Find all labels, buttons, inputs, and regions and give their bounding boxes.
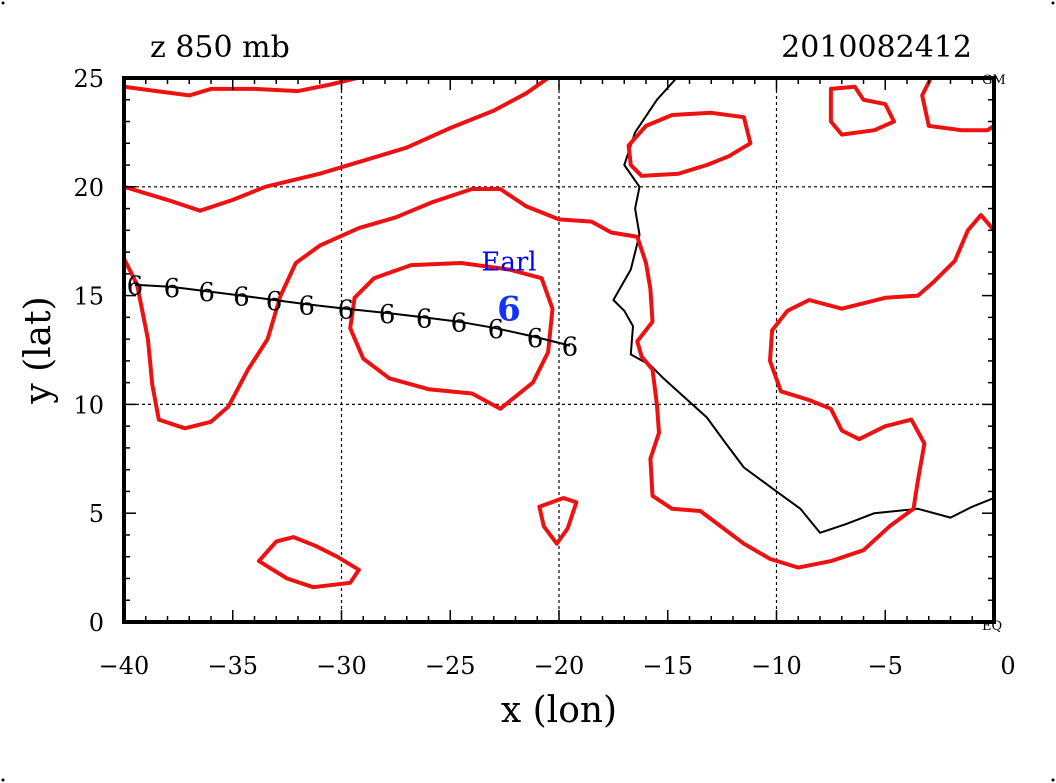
corner-label-top: GM bbox=[982, 73, 1006, 88]
x-tick-label: −15 bbox=[642, 652, 693, 680]
coastline-segment-0 bbox=[612, 77, 995, 534]
y-tick-label: 20 bbox=[73, 174, 104, 202]
track-point: 6 bbox=[164, 274, 181, 304]
track-line bbox=[134, 283, 571, 347]
x-tick-label: −40 bbox=[99, 652, 150, 680]
x-tick-label: −5 bbox=[868, 652, 903, 680]
y-tick-label: 25 bbox=[73, 65, 104, 93]
corner-dot-br bbox=[1051, 778, 1055, 782]
track-point: 6 bbox=[488, 315, 505, 345]
contour-1 bbox=[122, 76, 551, 213]
y-tick-label: 15 bbox=[73, 283, 104, 311]
contour-8 bbox=[920, 76, 996, 133]
track-point: 6 bbox=[451, 309, 468, 339]
y-tick-label: 10 bbox=[73, 391, 104, 419]
y-tick-label: 5 bbox=[89, 500, 104, 528]
datetime-title: 2010082412 bbox=[781, 30, 972, 65]
contour-7 bbox=[828, 84, 896, 137]
track-point: 6 bbox=[338, 296, 355, 326]
corner-dot-tl bbox=[1, 1, 5, 5]
y-axis-label: y (lat) bbox=[18, 296, 59, 404]
contour-3 bbox=[348, 261, 555, 411]
contour-0 bbox=[122, 76, 359, 98]
corner-dot-bl bbox=[1, 778, 5, 782]
x-tick-label: −10 bbox=[751, 652, 802, 680]
contour-2 bbox=[122, 187, 996, 570]
y-tick-label: 0 bbox=[89, 609, 104, 637]
contour-5 bbox=[256, 535, 361, 590]
track-point: 6 bbox=[198, 278, 215, 308]
track-point: 6 bbox=[379, 300, 396, 330]
track-point: 6 bbox=[562, 333, 579, 363]
coastline bbox=[612, 77, 995, 534]
track-point: 6 bbox=[127, 272, 144, 302]
storm-name-label: Earl bbox=[481, 247, 536, 277]
x-tick-label: −25 bbox=[425, 652, 476, 680]
track-point: 6 bbox=[233, 283, 250, 313]
y-tick-labels: 0 5 10 15 20 25 bbox=[73, 65, 104, 637]
storm-current-symbol: 6 bbox=[497, 289, 521, 329]
x-tick-label: −20 bbox=[534, 652, 585, 680]
corner-label-bottom: EQ bbox=[982, 619, 1002, 634]
x-tick-label: 0 bbox=[1000, 652, 1015, 680]
track-point: 6 bbox=[298, 291, 315, 321]
x-axis-label: x (lon) bbox=[501, 690, 617, 731]
contour-6 bbox=[537, 496, 579, 546]
axis-ticks bbox=[123, 77, 995, 623]
track-point: 6 bbox=[416, 304, 433, 334]
contour-lines bbox=[122, 76, 996, 590]
track-point: 6 bbox=[266, 287, 283, 317]
x-tick-label: −35 bbox=[207, 652, 258, 680]
x-tick-label: −30 bbox=[316, 652, 367, 680]
x-tick-labels: −40 −35 −30 −25 −20 −15 −10 −5 0 bbox=[99, 652, 1016, 680]
track-point: 6 bbox=[527, 324, 544, 354]
field-title: z 850 mb bbox=[150, 30, 290, 65]
contour-4 bbox=[626, 110, 753, 178]
corner-dot-tr bbox=[1051, 1, 1055, 5]
